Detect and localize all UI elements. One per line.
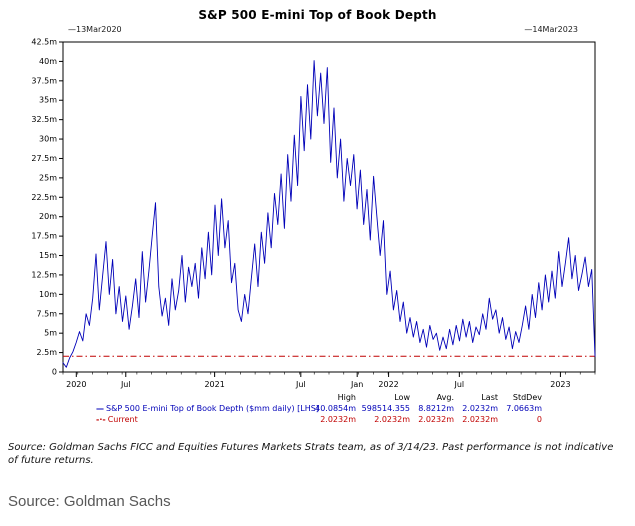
series-name: S&P 500 E-mini Top of Book Depth ($mm da… xyxy=(106,404,319,413)
series-line-icon: — xyxy=(96,404,104,413)
svg-text:22.5m: 22.5m xyxy=(31,193,57,202)
svg-text:30m: 30m xyxy=(39,135,57,144)
legend-series-label: — S&P 500 E-mini Top of Book Depth ($mm d… xyxy=(96,403,319,414)
range-end-label: —14Mar2023 xyxy=(524,25,578,34)
series-low: 598514.355 xyxy=(361,404,410,413)
current-last: 2.0232m xyxy=(462,415,498,424)
svg-text:12.5m: 12.5m xyxy=(31,270,57,279)
current-low: 2.0232m xyxy=(374,415,410,424)
svg-text:17.5m: 17.5m xyxy=(31,232,57,241)
legend-col-last: Last xyxy=(481,393,498,402)
svg-text:25m: 25m xyxy=(39,173,57,182)
legend-col-high: High xyxy=(337,393,356,402)
svg-text:2023: 2023 xyxy=(550,380,570,389)
svg-text:Jul: Jul xyxy=(295,380,306,389)
svg-text:2022: 2022 xyxy=(378,380,398,389)
legend-col-low: Low xyxy=(394,393,410,402)
range-start-label: —13Mar2020 xyxy=(68,25,122,34)
footnote: Source: Goldman Sachs FICC and Equities … xyxy=(8,442,614,466)
current-avg: 2.0232m xyxy=(418,415,454,424)
current-high: 2.0232m xyxy=(320,415,356,424)
legend-current-label: -·- Current xyxy=(96,414,308,425)
svg-text:37.5m: 37.5m xyxy=(31,76,57,85)
svg-text:15m: 15m xyxy=(39,251,57,260)
svg-text:40m: 40m xyxy=(39,57,57,66)
source-caption: Source: Goldman Sachs xyxy=(8,493,171,510)
svg-text:2020: 2020 xyxy=(66,380,86,389)
legend-series-row: — S&P 500 E-mini Top of Book Depth ($mm d… xyxy=(96,403,635,414)
series-avg: 8.8212m xyxy=(418,404,454,413)
current-name: Current xyxy=(107,415,138,424)
svg-text:20m: 20m xyxy=(39,212,57,221)
svg-text:Jan: Jan xyxy=(350,380,363,389)
svg-text:0: 0 xyxy=(52,368,57,377)
current-stddev: 0 xyxy=(536,415,542,424)
svg-text:5m: 5m xyxy=(44,329,57,338)
series-high: 40.0854m xyxy=(315,404,356,413)
svg-text:32.5m: 32.5m xyxy=(31,115,57,124)
svg-text:10m: 10m xyxy=(39,290,57,299)
series-stddev: 7.0663m xyxy=(506,404,542,413)
current-line-icon: -·- xyxy=(96,415,106,424)
svg-text:Jul: Jul xyxy=(454,380,465,389)
svg-text:2.5m: 2.5m xyxy=(36,348,57,357)
legend-header-row: High Low Avg. Last StdDev xyxy=(96,392,635,403)
legend-col-avg: Avg. xyxy=(436,393,454,402)
chart-title: S&P 500 E-mini Top of Book Depth xyxy=(198,8,437,22)
legend-current-row: -·- Current 2.0232m 2.0232m 2.0232m 2.023… xyxy=(96,414,635,425)
date-range-row: —13Mar2020 —14Mar2023 xyxy=(0,22,635,36)
svg-text:2021: 2021 xyxy=(204,380,224,389)
series-last: 2.0232m xyxy=(462,404,498,413)
svg-text:42.5m: 42.5m xyxy=(31,38,57,47)
svg-text:27.5m: 27.5m xyxy=(31,154,57,163)
chart-legend: High Low Avg. Last StdDev — S&P 500 E-min… xyxy=(96,392,635,425)
svg-text:Jul: Jul xyxy=(120,380,131,389)
svg-text:7.5m: 7.5m xyxy=(36,309,57,318)
depth-chart: 42.5m 40m 37.5m 35m 32.5m 30m 27.5m 25m 22.5m 20m… xyxy=(31,38,596,389)
legend-col-stddev: StdDev xyxy=(512,393,542,402)
svg-text:35m: 35m xyxy=(39,96,57,105)
